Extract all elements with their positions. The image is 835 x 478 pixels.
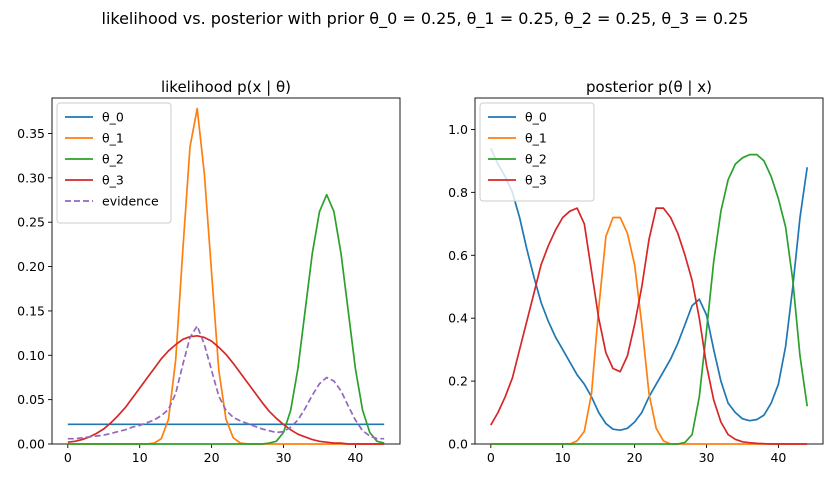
posterior-xtick-label: 20 — [627, 450, 643, 465]
likelihood-legend-frame — [56, 102, 172, 224]
likelihood-axis-ticks: 0 10 20 30 40 0.00 0.05 0.10 0.15 0.20 0.25 0.30 0.3… — [17, 126, 363, 465]
likelihood-ytick-label: 0.05 — [17, 392, 45, 407]
posterior-line-theta-1 — [490, 216, 808, 445]
posterior-xtick-label: 10 — [555, 450, 571, 465]
likelihood-ytick-label: 0.20 — [17, 259, 45, 274]
likelihood-xtick-label: 40 — [347, 450, 363, 465]
posterior-line-theta-2 — [490, 153, 809, 445]
posterior-ytick-label: 0.6 — [448, 248, 468, 263]
likelihood-legend: θ_0 θ_1 θ_2 θ_3 evidence — [56, 102, 172, 224]
posterior-panel-title: posterior p(θ | x) — [586, 78, 712, 96]
likelihood-ytick-label: 0.30 — [17, 170, 45, 185]
likelihood-xtick-label: 20 — [204, 450, 220, 465]
likelihood-ytick-label: 0.00 — [17, 437, 45, 452]
posterior-xtick-label: 0 — [487, 450, 495, 465]
likelihood-legend-label: θ_2 — [102, 152, 124, 167]
posterior-legend: θ_0 θ_1 θ_2 θ_3 — [479, 102, 595, 202]
posterior-panel: posterior p(θ | x) 0 10 20 30 40 0.0 0.2 0.4 0.6… — [448, 78, 824, 465]
likelihood-line-theta-3 — [67, 334, 385, 445]
likelihood-line-evidence — [67, 325, 385, 440]
posterior-legend-label: θ_1 — [525, 131, 547, 146]
likelihood-panel: likelihood p(x | θ) 0 10 20 30 40 0.00 0.05 0.1… — [17, 78, 401, 465]
figure-suptitle: likelihood vs. posterior with prior θ_0 … — [102, 9, 749, 29]
posterior-xtick-label: 40 — [770, 450, 786, 465]
posterior-ytick-label: 0.8 — [448, 185, 468, 200]
likelihood-legend-label: θ_0 — [102, 110, 124, 125]
likelihood-legend-label: θ_3 — [102, 173, 124, 188]
posterior-legend-label: θ_2 — [525, 152, 547, 167]
likelihood-ytick-label: 0.25 — [17, 215, 45, 230]
posterior-ytick-label: 1.0 — [448, 122, 468, 137]
posterior-ytick-label: 0.0 — [448, 437, 468, 452]
likelihood-ytick-label: 0.10 — [17, 348, 45, 363]
posterior-legend-label: θ_3 — [525, 173, 547, 188]
posterior-ytick-label: 0.4 — [448, 311, 468, 326]
posterior-axis-ticks: 0 10 20 30 40 0.0 0.2 0.4 0.6 0.8 1.0 — [448, 122, 786, 465]
likelihood-xtick-label: 30 — [276, 450, 292, 465]
likelihood-xtick-label: 10 — [132, 450, 148, 465]
likelihood-legend-label: evidence — [102, 194, 159, 209]
posterior-legend-label: θ_0 — [525, 110, 547, 125]
likelihood-ytick-label: 0.35 — [17, 126, 45, 141]
posterior-ytick-label: 0.2 — [448, 374, 468, 389]
posterior-legend-frame — [479, 102, 595, 202]
likelihood-legend-label: θ_1 — [102, 131, 124, 146]
likelihood-ytick-label: 0.15 — [17, 303, 45, 318]
posterior-line-theta-3 — [490, 207, 808, 445]
posterior-xtick-label: 30 — [699, 450, 715, 465]
likelihood-xtick-label: 0 — [64, 450, 72, 465]
likelihood-series-lines — [67, 107, 385, 445]
posterior-series-lines — [490, 147, 809, 445]
likelihood-line-theta-2 — [67, 193, 385, 445]
likelihood-panel-title: likelihood p(x | θ) — [161, 78, 291, 96]
